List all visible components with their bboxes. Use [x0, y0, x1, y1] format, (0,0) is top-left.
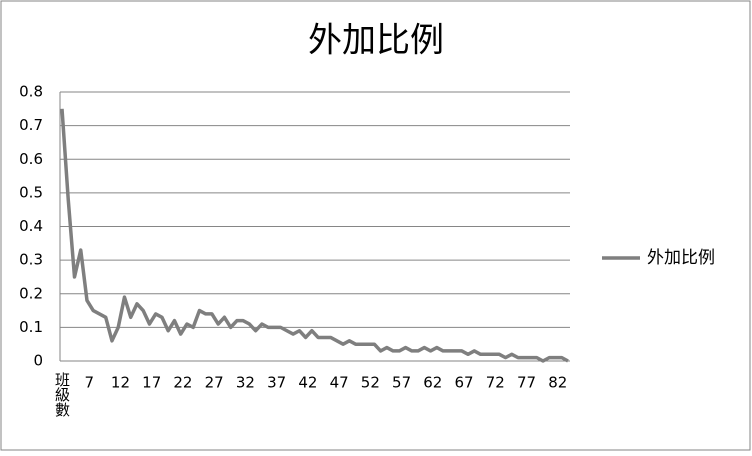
x-tick-label: 7: [84, 374, 94, 392]
x-tick-label: 67: [455, 374, 474, 392]
y-tick-label: 0.7: [19, 116, 43, 134]
y-tick-label: 0.6: [19, 150, 43, 168]
x-tick-label: 62: [423, 374, 442, 392]
y-tick-label: 0.1: [19, 318, 43, 336]
x-tick-label: 32: [236, 374, 255, 392]
legend-label: 外加比例: [647, 248, 715, 268]
x-tick-label: 42: [298, 374, 317, 392]
y-tick-label: 0: [33, 352, 43, 370]
y-tick-label: 0.8: [19, 83, 43, 101]
x-tick-label: 72: [486, 374, 505, 392]
line-series: [60, 108, 569, 363]
x-tick-label: 37: [267, 374, 286, 392]
y-tick-label: 0.2: [19, 284, 43, 302]
x-tick-label: 57: [392, 374, 411, 392]
x-tick-label: 52: [361, 374, 380, 392]
y-tick-label: 0.3: [19, 251, 43, 269]
x-tick-label: 47: [330, 374, 349, 392]
x-tick-label: 27: [205, 374, 224, 392]
x-tick-label: 班級數: [53, 372, 71, 417]
x-tick-label: 12: [111, 374, 130, 392]
y-tick-label: 0.5: [19, 183, 43, 201]
y-tick-label: 0.4: [19, 217, 43, 235]
x-tick-label: 82: [548, 374, 567, 392]
x-tick-label: 17: [142, 374, 161, 392]
chart-title: 外加比例: [308, 21, 444, 61]
x-tick-label: 77: [517, 374, 536, 392]
x-tick-label: 22: [173, 374, 192, 392]
